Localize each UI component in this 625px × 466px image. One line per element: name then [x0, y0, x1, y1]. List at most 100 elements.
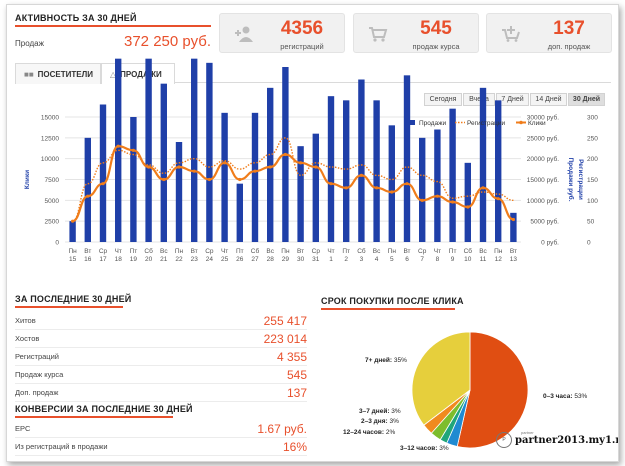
clicks-point: [466, 205, 470, 209]
x-tick-date: 16: [84, 256, 92, 263]
x-tick-day: Вт: [510, 248, 517, 255]
clicks-point: [116, 144, 120, 148]
conversion-row: EPC 1.67 руб.: [15, 420, 307, 438]
x-tick-date: 19: [130, 256, 138, 263]
conversions-title: Конверсии за последние 30 дней: [15, 404, 193, 414]
x-tick-date: 25: [221, 256, 229, 263]
clicks-point: [71, 219, 75, 223]
sales-value: 372 250 руб.: [124, 33, 211, 50]
x-tick-date: 11: [480, 256, 487, 263]
sales-bar: [403, 75, 411, 242]
last30-title: За последние 30 дней: [15, 294, 132, 304]
sales-bar: [175, 142, 183, 242]
users-icon: ■■: [24, 70, 34, 79]
sales-bar: [327, 96, 335, 243]
right-rub-tick-label: 0 руб.: [541, 239, 559, 247]
x-tick-day: Пт: [236, 248, 244, 255]
watermark-logo: P: [496, 432, 512, 448]
x-tick-date: 24: [206, 256, 214, 263]
legend-sales-swatch: [407, 120, 415, 125]
x-tick-day: Пн: [388, 248, 397, 255]
sales-bar: [510, 212, 517, 242]
clicks-point: [375, 186, 379, 190]
x-tick-day: Чт: [221, 248, 228, 255]
last30-row: Хостов 223 014: [15, 330, 307, 348]
right-reg-tick-label: 250: [587, 135, 598, 142]
x-tick-date: 8: [436, 256, 440, 263]
clicks-point: [405, 182, 409, 186]
sales-bar: [84, 137, 91, 242]
last30-row-value: 137: [286, 385, 307, 400]
registrations-stat: 4356 регистраций: [219, 13, 345, 53]
x-tick-date: 10: [464, 256, 472, 263]
range-30days-button[interactable]: 30 Дней: [568, 93, 605, 106]
x-tick-date: 2: [344, 256, 348, 263]
right-rub-tick-label: 15000 руб.: [527, 176, 559, 184]
registrations-caption: регистраций: [280, 42, 324, 51]
last30-row-value: 223 014: [263, 331, 307, 346]
last30-row-label: Хитов: [15, 316, 36, 325]
pie-slice-label: 7+ дней: 35%: [365, 356, 407, 364]
last30-block: За последние 30 дней Хитов 255 417 Хостов 2…: [15, 294, 307, 402]
conversions-block: Конверсии за последние 30 дней EPC 1.67 р…: [15, 404, 307, 456]
registrations-line: [72, 137, 514, 222]
sales-chart: 0 0 руб. 0 2500 5000 руб. 50 5000 10000 руб. 100…: [24, 58, 598, 263]
last30-row-label: Продаж курса: [15, 370, 64, 379]
sales-bar: [388, 125, 395, 242]
clicks-point: [238, 177, 242, 182]
legend-label: Регистрации: [467, 120, 505, 127]
clicks-point: [192, 169, 196, 173]
x-tick-day: Пн: [175, 248, 184, 255]
left-axis-label: Клики: [24, 170, 31, 189]
x-tick-date: 28: [267, 256, 275, 263]
course-sales-stat: 545 продаж курса: [353, 13, 479, 53]
x-tick-day: Сб: [464, 247, 473, 255]
range-yesterday-button[interactable]: Вчера: [463, 93, 495, 106]
left-tick-label: 5000: [45, 198, 60, 205]
sales-bar: [236, 183, 243, 242]
sales-bar: [99, 104, 107, 242]
clicks-point: [435, 194, 439, 198]
pie-slice-label: 2–3 дня: 3%: [361, 418, 399, 425]
x-tick-day: Чт: [434, 248, 441, 255]
sales-bar: [145, 58, 152, 242]
sales-bar: [312, 133, 319, 242]
clicks-point: [86, 194, 90, 198]
x-tick-day: Ср: [312, 248, 321, 255]
left-tick-label: 2500: [45, 219, 60, 226]
user-add-icon: [234, 26, 254, 46]
x-tick-date: 7: [420, 256, 424, 263]
x-tick-date: 23: [191, 256, 199, 263]
tab-visitors[interactable]: ■■ Посетители: [15, 63, 101, 84]
right-rub-tick-label: 20000 руб.: [527, 155, 559, 163]
last30-row-label: Доп. продаж: [15, 388, 59, 397]
last30-row-label: Регистраций: [15, 352, 59, 361]
x-tick-day: Вт: [403, 248, 410, 255]
x-tick-date: 20: [145, 256, 153, 263]
pie-block-title: Срок покупки после клика: [321, 296, 464, 310]
range-14days-button[interactable]: 14 Дней: [530, 93, 567, 106]
sales-bar: [221, 112, 228, 242]
pie-slice-label: 12–24 часов: 2%: [343, 429, 395, 436]
clicks-point: [359, 173, 363, 177]
sales-bar: [343, 100, 350, 242]
x-tick-day: Чт: [327, 248, 334, 255]
conversion-row-value: 1.67 руб.: [257, 421, 307, 436]
x-tick-date: 17: [99, 256, 107, 263]
range-7days-button[interactable]: 7 Дней: [496, 93, 529, 106]
x-tick-day: Вс: [373, 248, 381, 255]
conversion-row: Из регистраций в продажи 16%: [15, 438, 307, 456]
clicks-point: [496, 197, 500, 201]
left-tick-label: 10000: [41, 156, 59, 163]
clicks-line: [72, 145, 514, 223]
x-tick-date: 30: [297, 256, 305, 263]
range-today-button[interactable]: Сегодня: [424, 93, 462, 106]
sales-bar: [479, 87, 487, 242]
extra-sales-stat: 137 доп. продаж: [486, 13, 612, 53]
conversions-underline: [15, 416, 173, 418]
x-tick-day: Пт: [342, 248, 350, 255]
pie-slice: [411, 331, 471, 426]
clicks-point: [162, 177, 166, 182]
left-tick-label: 12500: [41, 135, 59, 142]
x-tick-date: 13: [510, 256, 518, 263]
